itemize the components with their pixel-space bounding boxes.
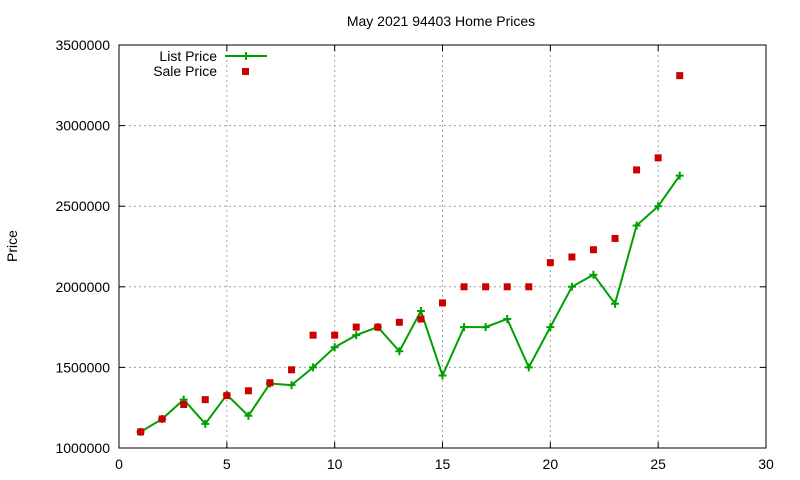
sale-price-point [525, 283, 533, 291]
sale-price-point [546, 259, 554, 267]
sale-price-point [395, 318, 403, 326]
axis-ticks: 1000000 1500000 2000000 2500000 3000000 35000… [55, 37, 774, 472]
sale-price-point [611, 234, 619, 242]
sale-price-point [503, 283, 511, 291]
list-price-point [201, 419, 210, 428]
list-price-point [460, 323, 469, 332]
list-price-point [287, 381, 296, 390]
legend-label-sale-price: Sale Price [153, 63, 217, 79]
legend-marker-list-price [242, 52, 250, 60]
sale-price-point [309, 331, 317, 339]
x-tick-label: 0 [115, 456, 123, 472]
sale-price-point [158, 415, 166, 423]
sale-price-point [676, 72, 684, 80]
y-axis-label: Price [4, 230, 20, 262]
list-price-point [309, 363, 318, 372]
x-tick-label: 10 [327, 456, 343, 472]
list-price-point [654, 202, 663, 211]
x-tick-label: 5 [223, 456, 231, 472]
sale-price-point [589, 246, 597, 254]
y-tick-label: 1500000 [55, 359, 110, 375]
list-price-point [611, 299, 620, 308]
sale-price-point [331, 331, 339, 339]
list-price-point [546, 323, 555, 332]
list-price-line [140, 175, 681, 433]
sale-price-point [482, 283, 490, 291]
list-price-point [632, 221, 641, 230]
sale-price-series [137, 72, 684, 436]
sale-price-point [568, 253, 576, 261]
list-price-point [330, 343, 339, 352]
y-tick-label: 3000000 [55, 118, 110, 134]
list-price-point [589, 270, 598, 279]
sale-price-point [266, 379, 274, 387]
sale-price-point [180, 400, 188, 408]
grid-lines [119, 45, 766, 448]
sale-price-point [288, 366, 296, 374]
sale-price-point [417, 315, 425, 323]
sale-price-point [201, 396, 209, 404]
list-price-point [481, 323, 490, 332]
x-tick-label: 25 [650, 456, 666, 472]
sale-price-point [244, 387, 252, 395]
sale-price-point [223, 392, 231, 400]
x-tick-label: 15 [435, 456, 451, 472]
y-tick-label: 3500000 [55, 37, 110, 53]
legend-marker-sale-price [242, 68, 249, 75]
sale-price-point [633, 166, 641, 174]
list-price-point [244, 411, 253, 420]
chart-title: May 2021 94403 Home Prices [347, 13, 535, 29]
list-price-point [416, 306, 425, 315]
x-tick-label: 30 [758, 456, 774, 472]
y-tick-label: 2000000 [55, 279, 110, 295]
list-price-point [352, 331, 361, 340]
x-tick-label: 20 [543, 456, 559, 472]
list-price-point [675, 171, 684, 180]
list-price-point [524, 363, 533, 372]
sale-price-point [137, 428, 145, 436]
legend: List Price Sale Price [153, 48, 267, 79]
list-price-point [438, 371, 447, 380]
list-price-point [567, 282, 576, 291]
sale-price-point [654, 154, 662, 162]
y-tick-label: 2500000 [55, 198, 110, 214]
list-price-series [136, 171, 684, 436]
list-price-point [503, 315, 512, 324]
sale-price-point [374, 323, 382, 331]
legend-label-list-price: List Price [159, 48, 217, 64]
sale-price-point [460, 283, 468, 291]
sale-price-point [352, 323, 360, 331]
sale-price-point [439, 299, 446, 307]
list-price-point [395, 347, 404, 356]
y-tick-label: 1000000 [55, 440, 110, 456]
